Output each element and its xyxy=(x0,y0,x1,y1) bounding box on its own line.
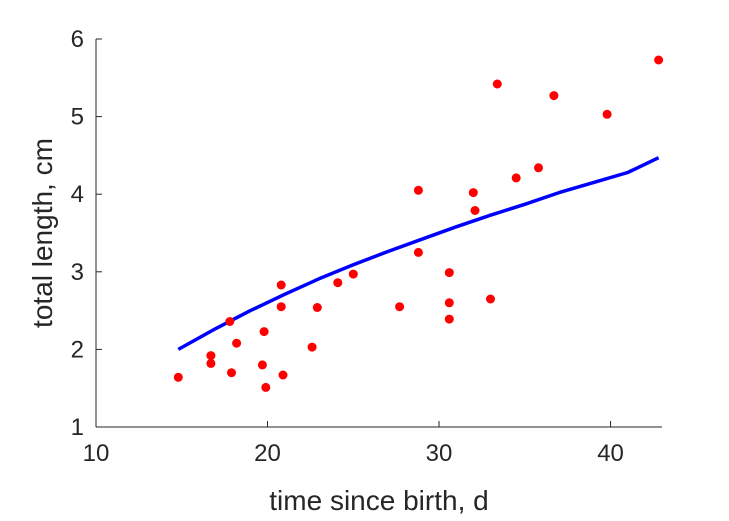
data-point xyxy=(261,382,271,392)
data-point xyxy=(511,173,521,183)
data-point xyxy=(278,370,288,380)
data-point xyxy=(206,358,216,368)
y-tick-label: 2 xyxy=(71,336,84,363)
y-tick-label: 4 xyxy=(71,181,84,208)
data-point xyxy=(307,342,317,352)
data-point xyxy=(257,360,267,370)
y-axis-label: total length, cm xyxy=(27,138,58,328)
data-point xyxy=(232,338,242,348)
data-point xyxy=(602,109,612,119)
data-point xyxy=(549,91,559,101)
data-point xyxy=(276,302,286,312)
data-point xyxy=(395,302,405,312)
data-point xyxy=(173,372,183,382)
x-tick-label: 40 xyxy=(597,440,624,467)
data-point xyxy=(492,79,502,89)
axes: 10 20 30 40 1 2 3 4 5 6 xyxy=(71,26,662,467)
data-point xyxy=(348,269,358,279)
fit-curve-line xyxy=(177,156,660,351)
data-point xyxy=(444,298,454,308)
data-point xyxy=(413,247,423,257)
data-point xyxy=(227,368,236,378)
data-point xyxy=(225,317,235,326)
plot-area xyxy=(173,55,664,392)
x-axis-label: time since birth, d xyxy=(269,485,488,516)
data-point xyxy=(534,163,543,173)
data-point xyxy=(468,188,478,198)
data-point xyxy=(333,278,343,288)
x-tick-label: 30 xyxy=(426,440,453,467)
y-tick-label: 6 xyxy=(71,26,84,53)
data-point xyxy=(206,351,216,361)
y-tick-label: 3 xyxy=(71,259,84,286)
data-point xyxy=(312,303,322,312)
data-point xyxy=(486,294,495,304)
data-point xyxy=(259,327,269,337)
data-point xyxy=(444,268,454,278)
data-point xyxy=(444,314,454,324)
data-point xyxy=(654,55,664,65)
y-tick-label: 5 xyxy=(71,104,84,131)
data-point xyxy=(276,280,286,290)
y-tick-label: 1 xyxy=(71,414,84,441)
x-tick-label: 10 xyxy=(83,440,110,467)
data-point xyxy=(413,185,423,195)
x-tick-label: 20 xyxy=(254,440,281,467)
data-point xyxy=(470,206,480,215)
